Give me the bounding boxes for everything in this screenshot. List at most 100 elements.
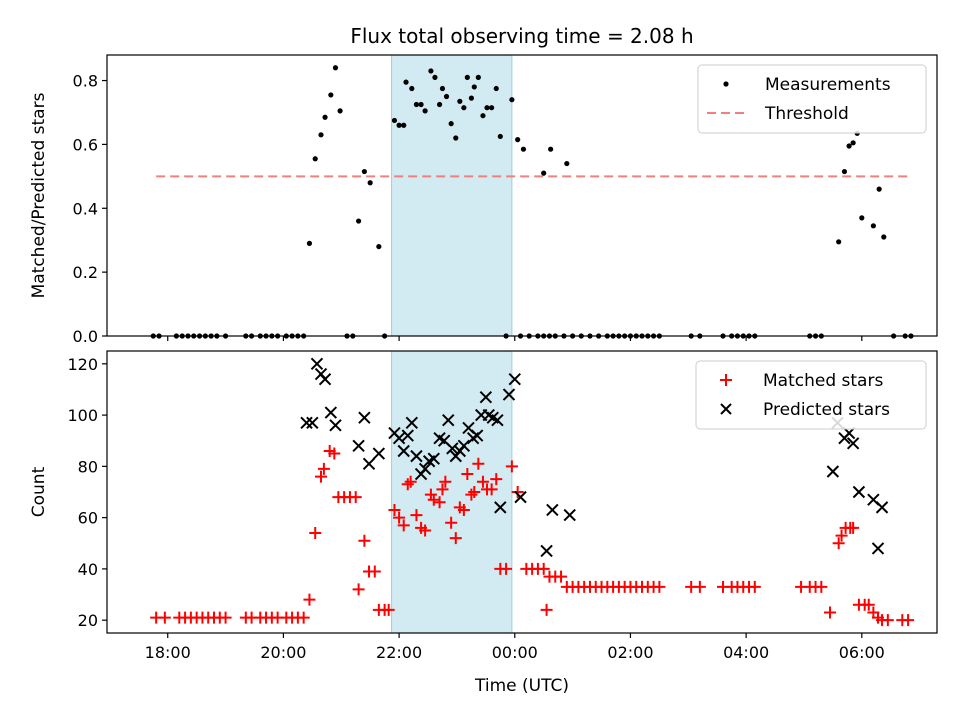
measurements-point [520, 146, 527, 152]
x-axis-ticks: 18:00 20:00 22:00 00:00 02:00 04:00 06:00 [145, 633, 885, 662]
matched-stars-point [303, 593, 316, 606]
measurements-point [306, 240, 313, 246]
matched-stars-point [449, 532, 462, 545]
matched-stars-point [433, 496, 446, 509]
measurements-point [870, 223, 876, 229]
measurements-point [471, 84, 477, 90]
matched-stars-point [485, 483, 498, 496]
measurements-point [475, 74, 481, 80]
matched-stars-point [352, 583, 365, 596]
legend-threshold-label: Threshold [764, 104, 849, 124]
matched-stars-point [537, 562, 550, 575]
matched-stars-point [436, 483, 449, 496]
measurements-point [418, 101, 424, 108]
legend-predicted-label: Predicted stars [763, 400, 890, 420]
y-tick-label: 60 [78, 509, 98, 528]
measurements-point [332, 65, 339, 71]
measurements-point [493, 85, 499, 92]
y-tick-label: 0.8 [73, 72, 98, 91]
measurements-point [489, 105, 495, 111]
x-tick-label: 02:00 [607, 643, 653, 662]
measurements-point [409, 85, 415, 92]
predicted-stars-point [491, 414, 504, 427]
matched-stars-point [388, 503, 401, 516]
measurements-point [564, 160, 570, 167]
y-tick-label: 100 [67, 406, 98, 425]
matched-stars-point [862, 598, 875, 611]
matched-stars-point [468, 486, 481, 498]
measurements-point [453, 135, 459, 141]
measurements-point [361, 168, 367, 175]
matched-stars-point [500, 562, 513, 575]
matched-stars-point [410, 509, 423, 522]
measurements-point [509, 97, 515, 103]
measurements-point [337, 108, 343, 114]
y-tick-label: 20 [78, 611, 98, 630]
measurements-point [461, 105, 467, 111]
matched-stars-point [309, 527, 322, 540]
measurements-point [876, 186, 882, 192]
predicted-stars-point [457, 439, 471, 453]
matched-stars-point [476, 475, 489, 488]
x-tick-label: 22:00 [376, 643, 422, 662]
measurements-point [322, 114, 328, 120]
matched-stars-point [505, 460, 518, 473]
measurements-point [439, 85, 446, 92]
predicted-stars-point [446, 442, 459, 455]
measurements-point [356, 218, 362, 224]
matched-stars-point [555, 570, 568, 583]
legend: Measurements Threshold [697, 64, 927, 134]
matched-stars-point [419, 524, 432, 537]
matched-stars-point [490, 473, 503, 486]
matched-stars-point [397, 519, 410, 532]
predicted-stars-point [318, 372, 332, 386]
x-axis-label: Time (UTC) [474, 676, 569, 696]
matched-stars-point [297, 611, 310, 624]
predicted-stars-point [514, 490, 527, 504]
predicted-stars-point [871, 542, 885, 555]
matched-stars-point [382, 603, 395, 616]
predicted-stars-point [329, 419, 342, 432]
legend-measurements-marker [723, 81, 729, 87]
measurements-point [846, 143, 852, 149]
measurements-point [850, 140, 856, 146]
measurements-point [457, 98, 463, 104]
matched-stars-point [511, 486, 524, 498]
matched-stars-point [823, 606, 836, 619]
x-tick-label: 00:00 [492, 643, 538, 662]
matched-stars-point [832, 537, 845, 550]
matched-stars-point [401, 478, 414, 491]
y-tick-label: 0.2 [73, 263, 98, 282]
predicted-stars-point [418, 462, 432, 476]
y-axis-ticks: 20 40 60 80 100 120 [67, 355, 107, 630]
predicted-stars-point [875, 501, 889, 514]
predicted-stars-point [410, 449, 423, 463]
matched-stars-point [457, 503, 470, 516]
matched-stars-point [368, 565, 381, 578]
measurements-point [312, 156, 318, 162]
matched-stars-point [881, 614, 894, 627]
predicted-stars-point [397, 444, 410, 458]
matched-stars-point [315, 470, 328, 483]
measurements-point [443, 93, 450, 100]
predicted-stars-point [479, 390, 493, 404]
measurements-point [515, 137, 521, 143]
y-tick-label: 80 [78, 457, 98, 476]
matched-stars-point [317, 462, 330, 475]
matched-stars-point [158, 611, 171, 624]
predicted-stars-point [372, 447, 386, 460]
legend-box [697, 64, 927, 134]
legend-matched-marker [720, 374, 732, 386]
predicted-stars-point [392, 431, 406, 445]
predicted-stars-point [358, 411, 371, 424]
matched-stars-point [358, 534, 371, 547]
matched-stars-point [465, 488, 478, 501]
measurements-point [448, 121, 454, 127]
measurements-point [367, 180, 373, 186]
predicted-stars-point [401, 429, 414, 442]
measurements-point [484, 105, 490, 111]
highlight-span [391, 54, 513, 337]
ratio-panel: 0.00.20.40.60.8 Matched/Predicted stars … [29, 54, 938, 346]
matched-stars-point [349, 491, 362, 504]
